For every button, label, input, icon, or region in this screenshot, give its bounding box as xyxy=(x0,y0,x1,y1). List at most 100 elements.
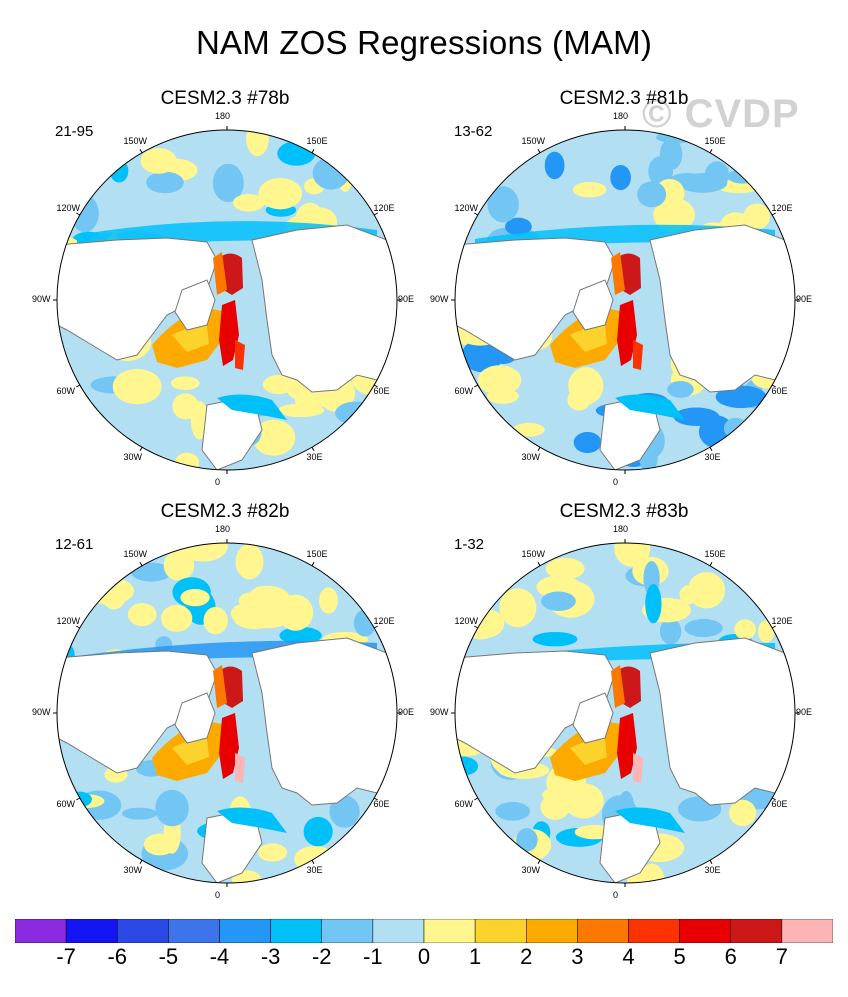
anomaly-patch xyxy=(70,195,99,233)
colorbar-tick-label: 1 xyxy=(469,944,482,969)
colorbar-swatch xyxy=(117,919,169,943)
anomaly-patch xyxy=(155,789,189,827)
lon-tick xyxy=(139,446,143,451)
colorbar-tick-label: 3 xyxy=(571,944,584,969)
anomaly-patch xyxy=(667,380,694,398)
negative-anomaly xyxy=(615,807,685,833)
colorbar-tick-label: -1 xyxy=(363,944,383,969)
lon-label: 120E xyxy=(373,615,395,626)
anomaly-patch xyxy=(487,186,519,223)
positive-anomaly xyxy=(219,713,239,779)
anomaly-patch xyxy=(163,550,195,581)
lon-label: 120W xyxy=(56,615,81,626)
lon-label: 120E xyxy=(771,202,793,213)
lon-label: 60E xyxy=(771,798,788,809)
positive-anomaly xyxy=(611,665,625,708)
anomaly-patch xyxy=(212,163,244,203)
anomaly-patch xyxy=(715,385,767,409)
anomaly-patch xyxy=(109,159,129,183)
colorbar-tick-label: 5 xyxy=(673,944,686,969)
lon-label: 90W xyxy=(430,707,449,717)
lon-label: 150W xyxy=(521,548,546,559)
landmass-greenland xyxy=(174,692,216,744)
lon-tick xyxy=(474,797,479,801)
lon-tick xyxy=(537,149,541,154)
anomaly-patch xyxy=(252,419,296,456)
lon-label: 120W xyxy=(454,615,479,626)
lon-label: 60W xyxy=(454,798,474,809)
colorbar-swatch xyxy=(270,919,322,943)
anomaly-patch xyxy=(687,572,726,609)
lon-label: 150E xyxy=(306,135,328,146)
lon-label: 90E xyxy=(398,294,415,304)
positive-anomaly xyxy=(617,300,637,366)
lon-label: 0 xyxy=(215,477,221,487)
lon-label: 120W xyxy=(56,202,81,213)
landmass-greenland xyxy=(174,279,216,331)
landmass-north-america xyxy=(57,650,218,774)
anomaly-patch xyxy=(734,619,756,640)
anomaly-patch xyxy=(678,172,728,193)
colorbar-swatch xyxy=(168,919,220,943)
lon-label: 30E xyxy=(306,865,323,876)
anomaly-patch xyxy=(312,156,350,190)
lon-label: 30E xyxy=(704,865,721,876)
lon-label: 150W xyxy=(123,548,148,559)
polar-map-4 xyxy=(451,539,799,887)
landmass-greenland xyxy=(572,279,614,331)
lon-label: 30W xyxy=(521,452,541,463)
figure-title: NAM ZOS Regressions (MAM) xyxy=(195,24,653,61)
lon-tick xyxy=(76,797,81,801)
landmass-eurasia xyxy=(251,224,397,393)
negative-anomaly xyxy=(217,807,287,833)
anomaly-patch xyxy=(246,130,269,157)
anomaly-patch xyxy=(536,575,582,599)
lon-label: 90E xyxy=(398,707,415,717)
lon-label: 90W xyxy=(32,707,51,717)
lon-label: 60W xyxy=(56,385,76,396)
watermark: © CVDP xyxy=(642,92,800,136)
anomaly-patch xyxy=(112,368,162,405)
lon-tick xyxy=(709,562,713,567)
anomaly-patch xyxy=(258,177,303,210)
lon-tick xyxy=(373,625,378,629)
anomaly-patch xyxy=(637,181,667,208)
anomaly-patch xyxy=(541,591,576,611)
lon-tick xyxy=(771,625,776,629)
lon-tick xyxy=(311,562,315,567)
landmass-greenland xyxy=(572,692,614,744)
anomaly-patch xyxy=(758,620,775,643)
polar-map-2 xyxy=(451,126,799,474)
colorbar-tick-label: -3 xyxy=(260,944,281,969)
anomaly-patch xyxy=(505,217,532,236)
anomaly-patch xyxy=(279,626,322,645)
positive-anomaly xyxy=(617,713,637,779)
negative-anomaly xyxy=(217,394,287,420)
lon-tick xyxy=(373,384,378,388)
lon-tick xyxy=(139,859,143,864)
positive-anomaly xyxy=(570,325,607,352)
anomaly-patch xyxy=(232,193,265,212)
anomaly-patch xyxy=(238,543,260,576)
anomaly-patch xyxy=(178,543,228,562)
lon-label: 120W xyxy=(454,202,479,213)
lon-tick xyxy=(139,149,143,154)
colorbar-swatch xyxy=(781,919,833,943)
anomaly-patch xyxy=(495,801,531,821)
positive-anomaly xyxy=(633,340,643,370)
lon-label: 30W xyxy=(521,865,541,876)
anomaly-patch xyxy=(231,870,262,883)
lon-label: 120E xyxy=(771,615,793,626)
anomaly-patch xyxy=(532,631,578,647)
landmass-eurasia xyxy=(649,637,795,806)
colorbar-swatch xyxy=(65,919,118,943)
lon-label: 90W xyxy=(430,294,449,304)
positive-anomaly xyxy=(235,753,245,783)
positive-anomaly xyxy=(172,325,209,352)
colorbar-swatch xyxy=(628,919,680,943)
lon-tick xyxy=(474,625,479,629)
positive-anomaly xyxy=(611,252,625,295)
anomaly-patch xyxy=(610,164,631,191)
colorbar-swatch xyxy=(577,919,629,943)
lon-tick xyxy=(709,859,713,864)
